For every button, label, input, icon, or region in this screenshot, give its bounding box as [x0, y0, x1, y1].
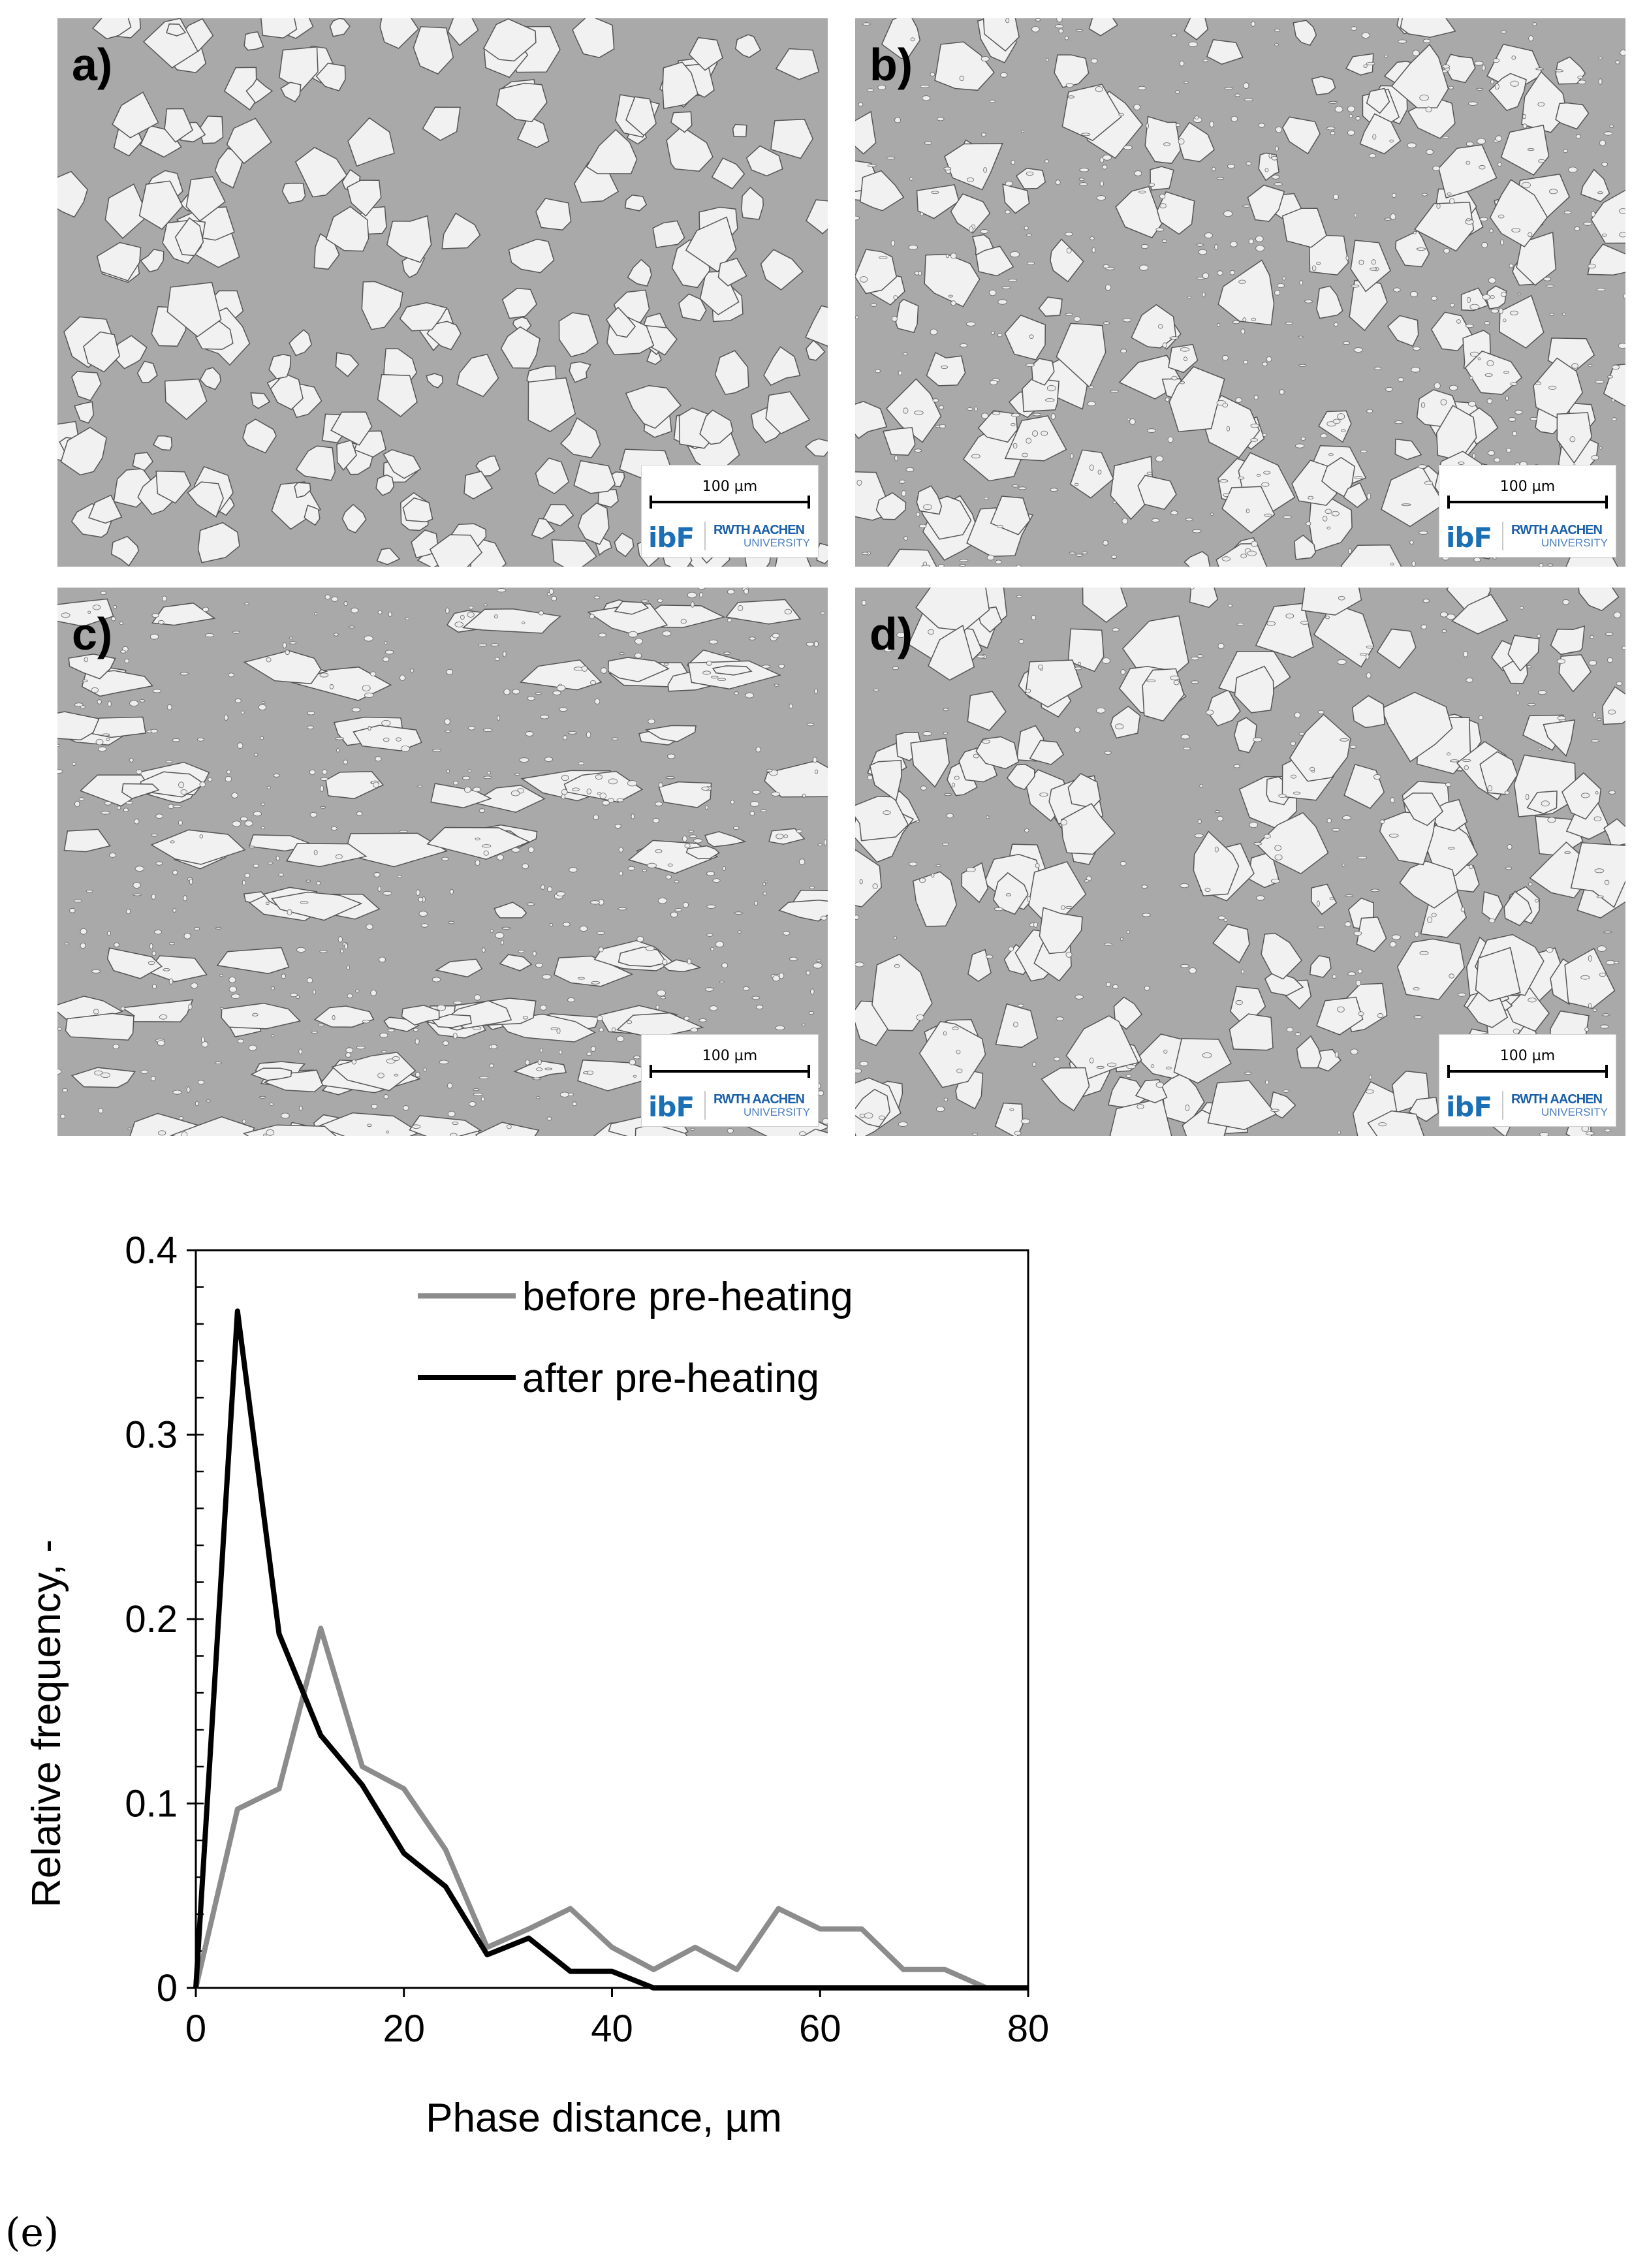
scale-label-c: 100 µm [702, 1048, 758, 1064]
rwth-logo-icon: RWTH AACHEN UNIVERSITY [1511, 523, 1608, 549]
y-axis-label: Relative frequency, - [24, 1539, 69, 1908]
logo-divider [1502, 1091, 1503, 1120]
scale-box-d: 100 µm ibF RWTH AACHEN UNIVERSITY [1439, 1034, 1616, 1127]
rwth-logo-icon: RWTH AACHEN UNIVERSITY [1511, 1092, 1608, 1118]
chart-ticks: 0 0.1 0.2 0.3 0.4 0 20 40 60 80 [125, 1229, 1049, 2050]
rwth-logo-icon: RWTH AACHEN UNIVERSITY [714, 1092, 810, 1118]
y-tick-label: 0.3 [125, 1414, 178, 1457]
micrograph-a-image [57, 18, 828, 567]
figure-caption: (e) [5, 2210, 59, 2256]
panel-label-c: c) [72, 608, 113, 659]
chart-series [193, 1308, 1028, 1991]
x-tick-label: 20 [383, 2008, 425, 2050]
y-tick-label: 0 [157, 1967, 178, 2009]
panel-label-a: a) [72, 39, 113, 90]
scale-label-b: 100 µm [1499, 479, 1556, 495]
panel-label-b: b) [870, 39, 913, 90]
x-tick-label: 0 [185, 2008, 206, 2050]
micrograph-d-image [855, 588, 1625, 1136]
micrograph-c: c) 100 µm ibF RWTH AACHEN UNIVERSITY [57, 588, 828, 1136]
micrograph-b: b) 100 µm ibF RWTH AACHEN UNIVERSITY [855, 18, 1625, 567]
micrograph-d: d) 100 µm ibF RWTH AACHEN UNIVERSITY [855, 588, 1625, 1136]
scale-bar-b [1447, 496, 1608, 509]
scale-bar-a [650, 496, 810, 509]
logo-divider [1502, 522, 1503, 550]
ibf-logo-icon: ibF [1446, 522, 1492, 554]
logo-divider [704, 522, 706, 550]
logo-divider [704, 1091, 706, 1120]
series-before-preheating-line [193, 1626, 1028, 1991]
y-tick-label: 0.2 [125, 1598, 178, 1641]
micrograph-b-image [855, 18, 1625, 567]
x-tick-label: 40 [591, 2008, 633, 2050]
scale-box-a: 100 µm ibF RWTH AACHEN UNIVERSITY [641, 465, 819, 558]
y-tick-label: 0.1 [125, 1783, 178, 1825]
series-after-preheating-line [193, 1308, 1028, 1991]
scale-bar-c [650, 1065, 810, 1078]
legend-label: before pre-heating [522, 1274, 853, 1319]
ibf-logo-icon: ibF [648, 1091, 695, 1123]
rwth-logo-icon: RWTH AACHEN UNIVERSITY [714, 523, 810, 549]
scale-box-c: 100 µm ibF RWTH AACHEN UNIVERSITY [641, 1034, 819, 1127]
chart-legend: before pre-heating after pre-heating [418, 1274, 853, 1401]
scale-label-a: 100 µm [702, 479, 758, 495]
x-axis-label: Phase distance, µm [426, 2096, 782, 2141]
ibf-logo-icon: ibF [1446, 1091, 1492, 1123]
phase-distance-chart: 0 0.1 0.2 0.3 0.4 0 20 40 60 80 before pre-heatin… [24, 1229, 1049, 2141]
panel-label-d: d) [870, 608, 913, 659]
legend-label: after pre-heating [522, 1356, 819, 1401]
scale-bar-d [1447, 1065, 1608, 1078]
y-tick-label: 0.4 [125, 1229, 178, 1272]
x-tick-label: 80 [1007, 2008, 1050, 2050]
x-tick-label: 60 [799, 2008, 841, 2050]
scale-box-b: 100 µm ibF RWTH AACHEN UNIVERSITY [1439, 465, 1616, 558]
ibf-logo-icon: ibF [648, 522, 695, 554]
micrograph-a: a) 100 µm ibF RWTH AACHEN UNIVERSITY [57, 18, 828, 567]
scale-label-d: 100 µm [1499, 1048, 1556, 1064]
